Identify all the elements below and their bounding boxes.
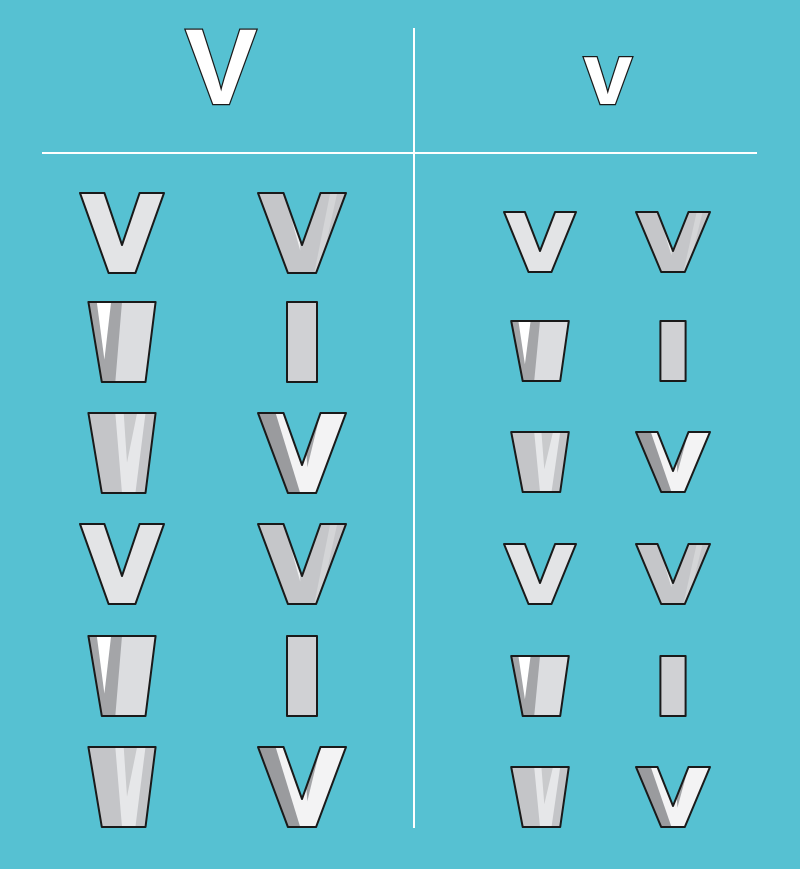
glyph-face <box>80 193 164 273</box>
glyph-outline <box>635 766 711 828</box>
glyph-shading <box>636 767 672 827</box>
lowercase-glyph-front <box>503 543 577 605</box>
glyph-outline <box>635 431 711 493</box>
uppercase-glyph-three-quarter-front <box>257 746 347 828</box>
glyph-shading <box>534 432 561 492</box>
glyph-face <box>504 544 576 604</box>
glyph-outline <box>510 320 570 382</box>
lowercase-glyph-edge <box>659 320 687 382</box>
glyph-shading <box>123 413 138 463</box>
glyph-shading <box>541 767 553 805</box>
glyph-face <box>504 212 576 272</box>
glyph-outline <box>286 301 318 383</box>
uppercase-glyph-edge <box>286 301 318 383</box>
glyph-shading <box>541 432 553 470</box>
glyph-outline <box>286 635 318 717</box>
header-uppercase-v: V <box>185 6 257 127</box>
glyph-outline <box>87 635 157 717</box>
glyph-shading <box>636 432 672 492</box>
glyph-shading <box>96 636 112 694</box>
lowercase-glyph-front <box>503 211 577 273</box>
lowercase-glyph-turn-a <box>510 655 570 717</box>
glyph-grid <box>79 192 711 828</box>
glyph-shading <box>683 544 703 604</box>
glyph-shading <box>258 413 301 493</box>
glyph-shading <box>96 302 112 360</box>
lowercase-glyph-three-quarter-front <box>635 766 711 828</box>
uppercase-glyph-turn-a <box>87 301 157 383</box>
glyph-outline <box>87 412 157 494</box>
glyph-face <box>636 544 710 604</box>
glyph-face <box>287 636 317 716</box>
glyph-outline <box>79 523 165 605</box>
glyph-outline <box>87 746 157 828</box>
uppercase-glyph-turn-b <box>87 746 157 828</box>
lowercase-glyph-turn-b <box>510 766 570 828</box>
glyph-outline <box>79 192 165 274</box>
uppercase-glyph-front <box>79 192 165 274</box>
glyph-outline <box>510 431 570 493</box>
glyph-outline <box>257 523 347 605</box>
glyph-face <box>660 321 686 381</box>
glyph-shading <box>314 193 338 273</box>
glyph-face <box>258 193 346 273</box>
glyph-outline <box>510 655 570 717</box>
glyph-shading <box>115 413 146 493</box>
glyph-outline <box>257 412 347 494</box>
glyph-outline <box>635 211 711 273</box>
glyph-face <box>636 212 710 272</box>
lowercase-glyph-turn-a <box>510 320 570 382</box>
glyph-face <box>660 656 686 716</box>
glyph-face <box>258 524 346 604</box>
lowercase-glyph-turn-b <box>510 431 570 493</box>
glyph-face <box>287 302 317 382</box>
glyph-shading <box>314 524 338 604</box>
uppercase-glyph-front <box>79 523 165 605</box>
glyph-shading <box>518 656 531 700</box>
glyph-outline <box>503 211 577 273</box>
glyph-shading <box>534 767 561 827</box>
glyph-outline <box>257 746 347 828</box>
uppercase-glyph-edge <box>286 635 318 717</box>
glyph-outline <box>503 543 577 605</box>
glyph-outline <box>659 320 687 382</box>
header-lowercase-v: v <box>584 24 633 123</box>
glyph-shading <box>123 747 138 797</box>
glyph-shading <box>518 321 531 365</box>
glyph-outline <box>635 543 711 605</box>
uppercase-glyph-turn-a <box>87 635 157 717</box>
glyph-face <box>80 524 164 604</box>
glyph-outline <box>87 301 157 383</box>
glyph-outline <box>659 655 687 717</box>
glyph-outline <box>510 766 570 828</box>
glyph-shading <box>683 212 703 272</box>
uppercase-glyph-turn-b <box>87 412 157 494</box>
glyph-shading <box>258 747 301 827</box>
lowercase-glyph-edge <box>659 655 687 717</box>
glyph-shading <box>115 747 146 827</box>
glyph-outline <box>257 192 347 274</box>
